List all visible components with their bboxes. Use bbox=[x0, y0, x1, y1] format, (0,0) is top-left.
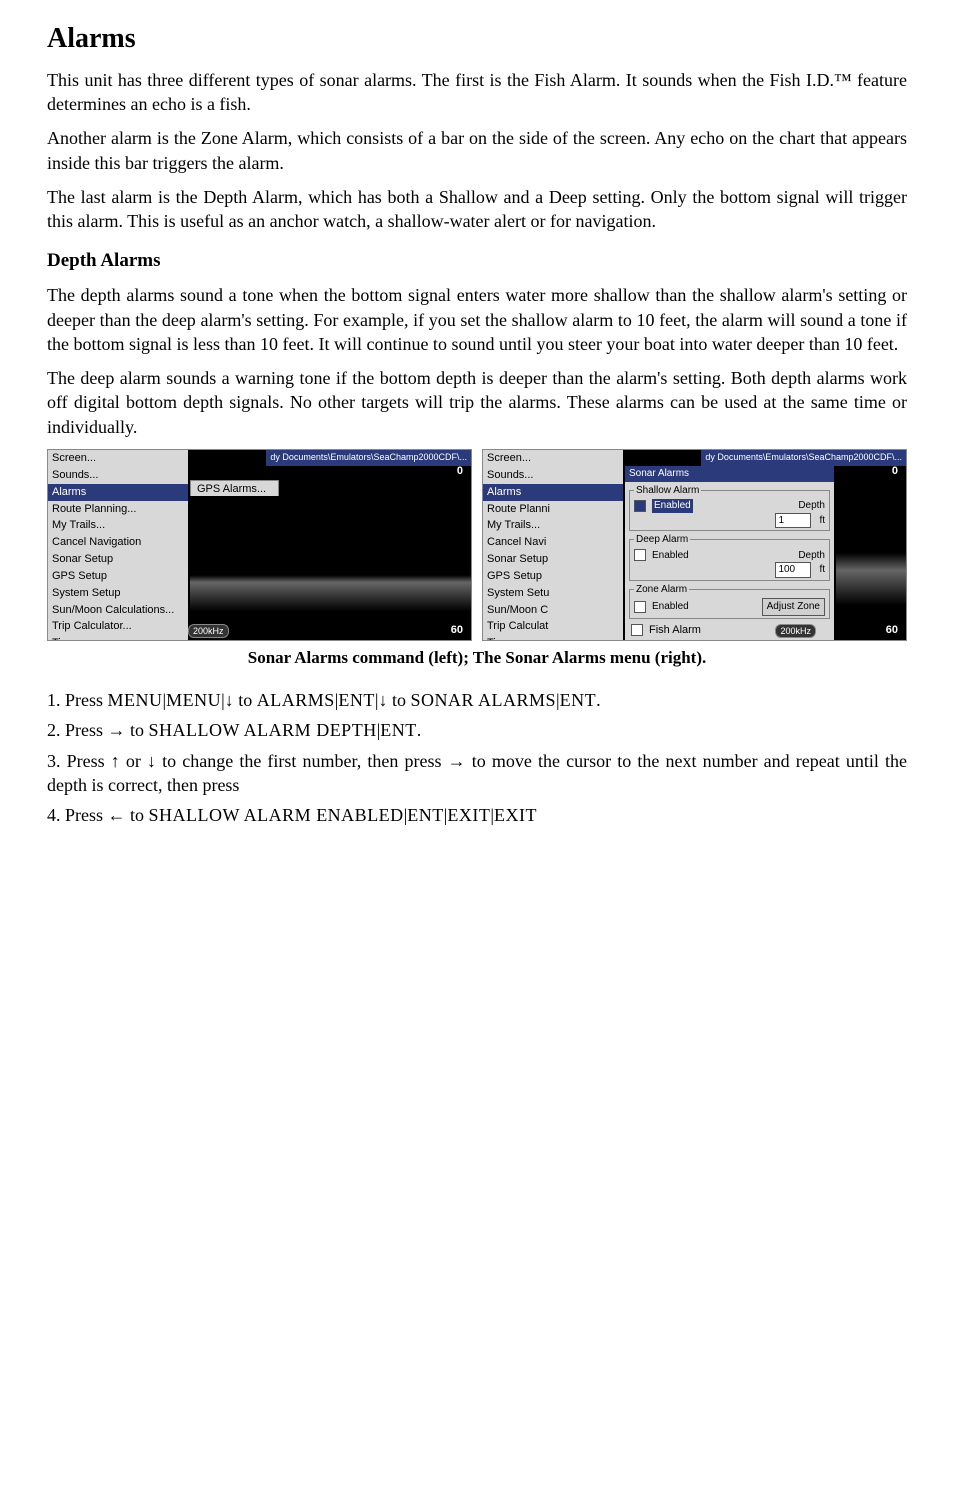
menu-item[interactable]: System Setup bbox=[48, 585, 188, 602]
page-title: Alarms bbox=[47, 20, 907, 58]
frequency-label-left: 200kHz bbox=[188, 624, 229, 638]
shallow-enabled-checkbox[interactable] bbox=[634, 500, 646, 512]
key-ent-2: ENT bbox=[560, 690, 597, 710]
figure-sonar-alarms: dy Documents\Emulators\SeaChamp2000CDF\.… bbox=[47, 449, 907, 641]
menu-item[interactable]: Sonar Setup bbox=[48, 551, 188, 568]
shallow-enabled-label: Enabled bbox=[652, 499, 693, 513]
adjust-zone-button[interactable]: Adjust Zone bbox=[762, 598, 825, 616]
step-4: 4. Press ← to SHALLOW ALARM ENABLED|ENT|… bbox=[47, 803, 907, 827]
screenshot-left: dy Documents\Emulators\SeaChamp2000CDF\.… bbox=[47, 449, 472, 641]
menu-item[interactable]: Sounds... bbox=[48, 467, 188, 484]
frequency-label-right: 200kHz bbox=[775, 624, 816, 638]
step-4-prefix: 4. Press ← to bbox=[47, 805, 149, 825]
menu-item[interactable]: Timers bbox=[48, 635, 188, 641]
section-depth-alarms-title: Depth Alarms bbox=[47, 248, 907, 274]
zone-enabled-checkbox[interactable] bbox=[634, 601, 646, 613]
main-menu-right: Screen...Sounds...AlarmsRoute PlanniMy T… bbox=[483, 450, 623, 640]
depth-scale-bottom-left: 60 bbox=[451, 623, 463, 638]
menu-item[interactable]: System Setu bbox=[483, 585, 623, 602]
menu-item[interactable]: Route Planni bbox=[483, 501, 623, 518]
menu-item[interactable]: Sonar Setup bbox=[483, 551, 623, 568]
zone-alarm-group: Zone Alarm Enabled Adjust Zone bbox=[629, 583, 830, 619]
depth-scale-bottom-right: 60 bbox=[886, 623, 898, 638]
menu-item[interactable]: Cancel Navi bbox=[483, 534, 623, 551]
intro-paragraph-2: Another alarm is the Zone Alarm, which c… bbox=[47, 126, 907, 175]
shallow-depth-field[interactable]: 1 bbox=[775, 513, 811, 529]
steps-list: 1. Press MENU|MENU|↓ to ALARMS|ENT|↓ to … bbox=[47, 688, 907, 827]
deep-depth-unit: ft bbox=[819, 563, 825, 577]
depth-paragraph-2: The deep alarm sounds a warning tone if … bbox=[47, 366, 907, 439]
menu-item[interactable]: GPS Setup bbox=[483, 568, 623, 585]
intro-paragraph-1: This unit has three different types of s… bbox=[47, 68, 907, 117]
key-exit-1: EXIT bbox=[447, 805, 490, 825]
step-1-prefix: 1. Press bbox=[47, 690, 108, 710]
key-shallow-enabled: SHALLOW ALARM ENABLED bbox=[149, 805, 404, 825]
fish-alarm-checkbox[interactable] bbox=[631, 624, 643, 636]
figure-caption: Sonar Alarms command (left); The Sonar A… bbox=[47, 647, 907, 670]
key-menu-2: MENU bbox=[166, 690, 221, 710]
depth-scale-top-right: 0 bbox=[892, 464, 898, 479]
menu-item[interactable]: My Trails... bbox=[483, 517, 623, 534]
key-exit-2: EXIT bbox=[494, 805, 537, 825]
step-3: 3. Press ↑ or ↓ to change the first numb… bbox=[47, 749, 907, 798]
dialog-title: Sonar Alarms bbox=[625, 466, 834, 482]
key-ent-4: ENT bbox=[407, 805, 444, 825]
menu-item[interactable]: Sun/Moon C bbox=[483, 602, 623, 619]
sonar-chart-left bbox=[190, 496, 471, 640]
depth-paragraph-1: The depth alarms sound a tone when the b… bbox=[47, 283, 907, 356]
shallow-depth-label: Depth bbox=[798, 499, 825, 513]
key-menu-1: MENU bbox=[108, 690, 163, 710]
zone-enabled-label: Enabled bbox=[652, 600, 689, 614]
menu-item[interactable]: Trip Calculator... bbox=[48, 618, 188, 635]
key-sonar-alarms: SONAR ALARMS bbox=[411, 690, 557, 710]
menu-item[interactable]: Alarms bbox=[483, 484, 623, 501]
step-2: 2. Press → to SHALLOW ALARM DEPTH|ENT. bbox=[47, 718, 907, 742]
step-1-to-2: to bbox=[392, 690, 411, 710]
menu-item[interactable]: Sounds... bbox=[483, 467, 623, 484]
window-titlebar-left: dy Documents\Emulators\SeaChamp2000CDF\.… bbox=[266, 450, 471, 466]
shallow-depth-unit: ft bbox=[819, 514, 825, 528]
menu-item[interactable]: My Trails... bbox=[48, 517, 188, 534]
fish-alarm-label: Fish Alarm bbox=[649, 623, 701, 638]
menu-item[interactable]: Timers bbox=[483, 635, 623, 641]
key-ent-3: ENT bbox=[380, 720, 417, 740]
main-menu-left: Screen...Sounds...AlarmsRoute Planning..… bbox=[48, 450, 188, 640]
deep-alarm-group: Deep Alarm Enabled Depth 100 ft bbox=[629, 533, 830, 581]
deep-enabled-checkbox[interactable] bbox=[634, 549, 646, 561]
menu-item[interactable]: GPS Setup bbox=[48, 568, 188, 585]
deep-depth-field[interactable]: 100 bbox=[775, 562, 811, 578]
depth-scale-top-left: 0 bbox=[457, 464, 463, 479]
menu-item[interactable]: Screen... bbox=[48, 450, 188, 467]
screenshot-right: dy Documents\Emulators\SeaChamp2000CDF\.… bbox=[482, 449, 907, 641]
key-alarms: ALARMS bbox=[257, 690, 335, 710]
deep-alarm-legend: Deep Alarm bbox=[634, 533, 690, 547]
menu-item[interactable]: Alarms bbox=[48, 484, 188, 501]
menu-item[interactable]: Route Planning... bbox=[48, 501, 188, 518]
intro-paragraph-3: The last alarm is the Depth Alarm, which… bbox=[47, 185, 907, 234]
step-2-prefix: 2. Press → to bbox=[47, 720, 149, 740]
menu-item[interactable]: Sun/Moon Calculations... bbox=[48, 602, 188, 619]
sonar-chart-right bbox=[836, 466, 906, 640]
deep-depth-label: Depth bbox=[798, 549, 825, 563]
step-1: 1. Press MENU|MENU|↓ to ALARMS|ENT|↓ to … bbox=[47, 688, 907, 712]
key-shallow-depth: SHALLOW ALARM DEPTH bbox=[149, 720, 377, 740]
step-1-to-1: to bbox=[238, 690, 257, 710]
menu-item[interactable]: Cancel Navigation bbox=[48, 534, 188, 551]
key-ent-1: ENT bbox=[338, 690, 375, 710]
sonar-alarms-dialog: Sonar Alarms Shallow Alarm Enabled Depth… bbox=[625, 466, 834, 640]
window-titlebar-right: dy Documents\Emulators\SeaChamp2000CDF\.… bbox=[701, 450, 906, 466]
shallow-alarm-legend: Shallow Alarm bbox=[634, 484, 701, 498]
menu-item[interactable]: Trip Calculat bbox=[483, 618, 623, 635]
deep-enabled-label: Enabled bbox=[652, 549, 689, 563]
zone-alarm-legend: Zone Alarm bbox=[634, 583, 689, 597]
menu-item[interactable]: Screen... bbox=[483, 450, 623, 467]
shallow-alarm-group: Shallow Alarm Enabled Depth 1 ft bbox=[629, 484, 830, 532]
